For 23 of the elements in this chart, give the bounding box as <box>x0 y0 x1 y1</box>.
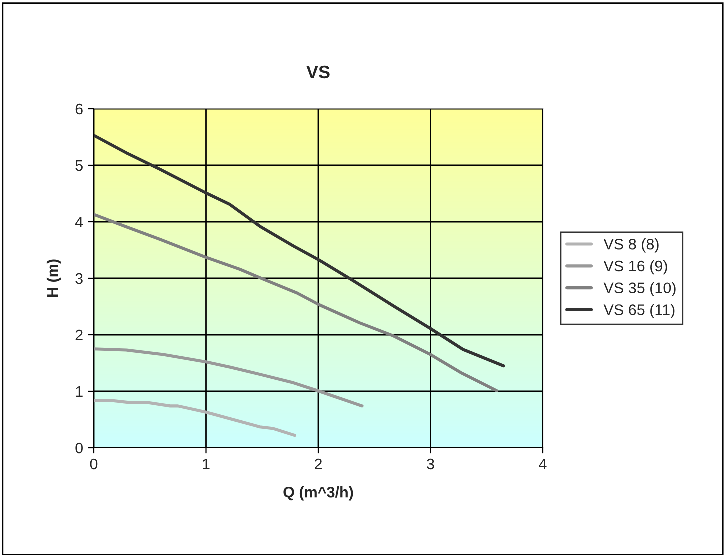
y-tick-label: 1 <box>76 386 83 398</box>
x-tick-label: 0 <box>90 458 98 470</box>
line-series <box>94 399 296 438</box>
legend-label: VS 16 (9) <box>604 260 668 275</box>
line-series <box>94 213 499 392</box>
x-tick-label: 1 <box>203 458 210 470</box>
y-tick-label: 2 <box>76 330 83 341</box>
line-series <box>94 134 506 368</box>
y-tick-label: 4 <box>75 217 84 228</box>
y-tick-label: 3 <box>76 273 83 284</box>
x-tick-label: 2 <box>315 458 322 470</box>
legend-label: VS 65 (11) <box>604 304 675 318</box>
x-tick-label: 3 <box>427 458 434 470</box>
line-series <box>94 348 364 408</box>
legend-label: VS 35 (10) <box>604 282 676 297</box>
legend-label: VS 8 (8) <box>604 238 659 253</box>
y-tick-label: 5 <box>76 160 83 172</box>
x-axis-title: Q (m^3/h) <box>284 486 354 501</box>
y-axis-title: H (m) <box>46 260 62 297</box>
y-tick-label: 0 <box>76 442 83 454</box>
x-tick-label: 4 <box>539 458 547 470</box>
chart-title: VS <box>306 66 330 79</box>
y-tick-label: 6 <box>76 104 83 115</box>
